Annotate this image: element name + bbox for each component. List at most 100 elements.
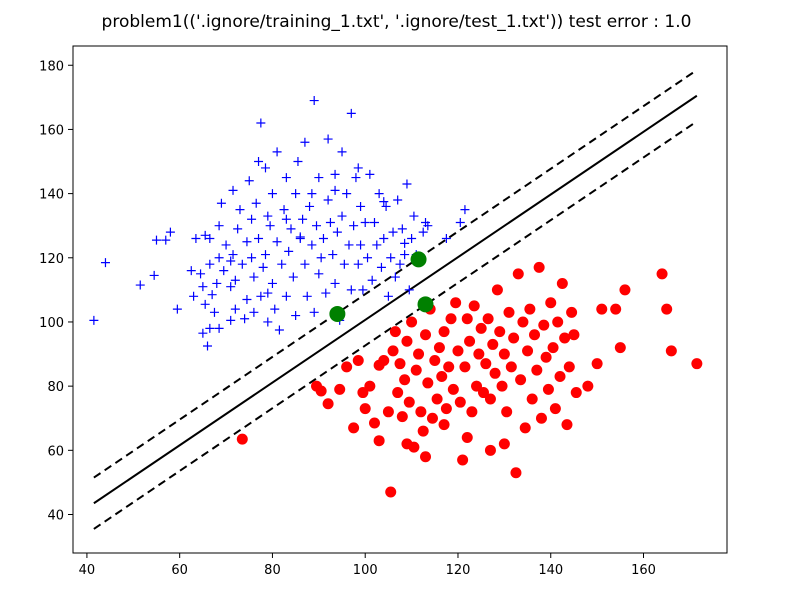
data-point-plus [307, 240, 317, 250]
data-point-dot [394, 358, 406, 370]
data-point-dot [561, 419, 573, 431]
data-point-plus [328, 250, 338, 260]
data-point-plus [309, 96, 319, 106]
support-vector-point [417, 296, 434, 313]
data-point-plus [198, 282, 208, 292]
data-point-dot [494, 326, 506, 338]
data-point-dot [447, 383, 459, 395]
data-point-plus [219, 266, 229, 276]
data-point-dot [498, 438, 510, 450]
data-point-plus [200, 299, 210, 309]
data-point-dot [505, 361, 517, 373]
data-point-dot [334, 383, 346, 395]
data-point-dot [484, 393, 496, 405]
data-point-dot [552, 316, 564, 328]
data-point-plus [198, 328, 208, 338]
data-point-dot [480, 358, 492, 370]
data-point-dot [535, 412, 547, 424]
support-vector-point [410, 251, 427, 268]
data-point-plus [272, 237, 282, 247]
data-point-plus [365, 169, 375, 179]
data-point-plus [214, 221, 224, 231]
data-point-plus [165, 227, 175, 237]
data-point-dot [549, 403, 561, 415]
data-point-dot [236, 433, 248, 445]
data-point-plus [404, 285, 414, 295]
data-point-plus [100, 258, 110, 268]
data-point-plus [281, 291, 291, 301]
data-point-dot [498, 348, 510, 360]
data-point-dot [508, 332, 520, 344]
data-point-plus [277, 259, 287, 269]
data-point-dot [656, 268, 668, 280]
data-point-dot [461, 313, 473, 325]
data-point-dot [413, 348, 425, 360]
data-point-plus [272, 147, 282, 157]
data-point-plus [249, 272, 259, 282]
data-point-plus [374, 189, 384, 199]
data-point-dot [438, 326, 450, 338]
data-point-dot [452, 345, 464, 357]
data-point-plus [360, 217, 370, 227]
data-point-plus [379, 234, 389, 244]
data-point-dot [487, 338, 499, 350]
data-point-plus [205, 234, 215, 244]
data-point-dot [515, 374, 527, 386]
data-point-dot [461, 431, 473, 443]
data-point-dot [591, 358, 603, 370]
data-point-plus [200, 230, 210, 240]
data-point-plus [247, 214, 257, 224]
data-point-plus [209, 307, 219, 317]
data-point-plus [135, 280, 145, 290]
data-point-plus [205, 323, 215, 333]
data-point-plus [274, 325, 284, 335]
data-point-dot [570, 387, 582, 399]
data-point-plus [330, 169, 340, 179]
data-point-plus [291, 189, 301, 199]
data-point-plus [316, 253, 326, 263]
data-point-plus [161, 235, 171, 245]
data-point-dot [501, 406, 513, 418]
data-point-plus [286, 224, 296, 234]
data-point-plus [363, 253, 373, 263]
data-point-plus [383, 291, 393, 301]
data-point-plus [226, 256, 236, 266]
data-point-dot [389, 326, 401, 338]
data-point-plus [346, 285, 356, 295]
data-point-dot [484, 444, 496, 456]
data-point-plus [230, 275, 240, 285]
data-point-dot [348, 422, 360, 434]
data-point-plus [332, 227, 342, 237]
data-point-dot [364, 380, 376, 392]
data-point-plus [460, 205, 470, 215]
data-point-dot [489, 367, 501, 379]
data-point-dot [619, 284, 631, 296]
data-point-plus [455, 217, 465, 227]
data-point-dot [524, 303, 536, 315]
data-point-dot [352, 354, 364, 366]
data-point-dot [559, 332, 571, 344]
data-point-dot [429, 354, 441, 366]
data-point-dot [531, 364, 543, 376]
data-point-dot [510, 467, 522, 479]
data-point-plus [325, 217, 335, 227]
plot-frame [72, 45, 728, 554]
data-point-dot [385, 486, 397, 498]
data-point-dot [454, 396, 466, 408]
data-point-plus [330, 278, 340, 288]
data-point-plus [441, 234, 451, 244]
data-point-plus [260, 250, 270, 260]
data-point-plus [263, 211, 273, 221]
data-point-dot [596, 303, 608, 315]
data-point-plus [388, 227, 398, 237]
y-tick-label: 60 [47, 444, 64, 459]
data-point-dot [522, 345, 534, 357]
data-point-plus [293, 157, 303, 167]
data-point-dot [420, 329, 432, 341]
data-point-plus [189, 291, 199, 301]
data-point-plus [191, 234, 201, 244]
data-point-dot [440, 403, 452, 415]
data-point-dot [315, 385, 327, 397]
data-point-plus [226, 282, 236, 292]
